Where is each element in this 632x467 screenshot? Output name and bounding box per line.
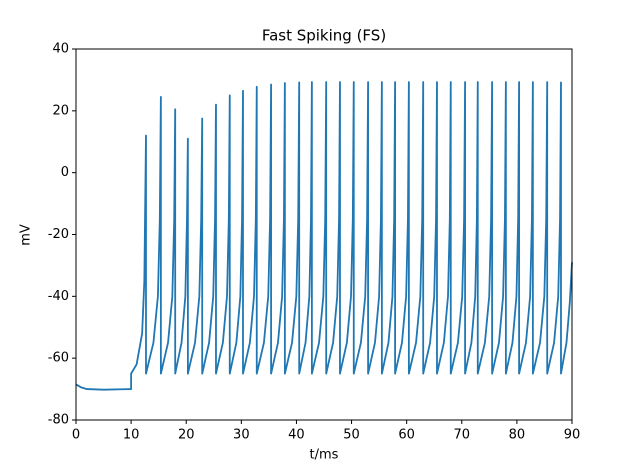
data-line — [75, 81, 573, 391]
x-tick-label: 50 — [343, 428, 360, 443]
y-tick-label: -60 — [48, 351, 69, 366]
x-tick-label: 0 — [72, 428, 80, 443]
y-tick-label: -80 — [48, 413, 69, 428]
x-tick-label: 30 — [233, 428, 250, 443]
x-tick-label: 10 — [123, 428, 140, 443]
y-tick-label: 0 — [61, 165, 69, 180]
x-tick-label: 60 — [398, 428, 415, 443]
x-tick-label: 40 — [288, 428, 305, 443]
y-tick-label: 20 — [52, 103, 69, 118]
y-axis-label: mV — [19, 224, 34, 246]
y-tick-label: -20 — [48, 227, 69, 242]
x-tick-label: 90 — [564, 428, 581, 443]
chart-title: Fast Spiking (FS) — [262, 27, 386, 45]
x-tick-label: 80 — [509, 428, 526, 443]
x-tick-label: 70 — [454, 428, 471, 443]
y-tick-label: 40 — [52, 42, 69, 57]
x-tick-label: 20 — [178, 428, 195, 443]
x-axis-label: t/ms — [310, 448, 339, 463]
y-tick-label: -40 — [48, 289, 69, 304]
plot-frame — [75, 48, 573, 421]
